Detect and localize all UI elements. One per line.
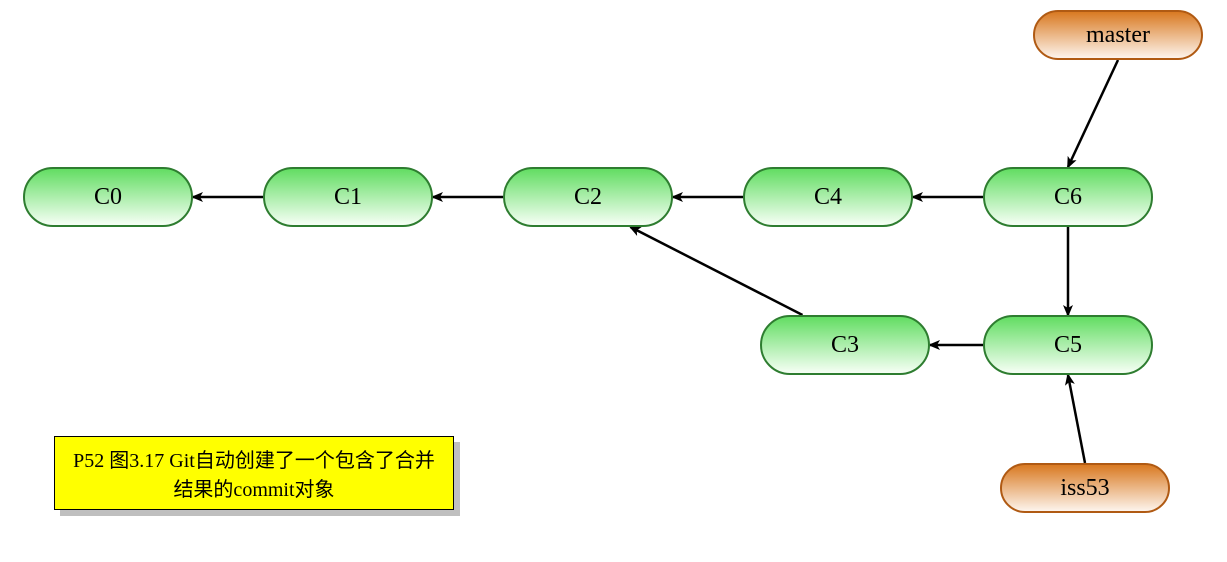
node-c1: C1	[263, 167, 433, 227]
node-master: master	[1033, 10, 1203, 60]
node-label: C1	[334, 184, 362, 211]
node-c3: C3	[760, 315, 930, 375]
node-label: C2	[574, 184, 602, 211]
node-label: C5	[1054, 332, 1082, 359]
node-label: iss53	[1060, 475, 1109, 502]
node-label: C6	[1054, 184, 1082, 211]
node-iss53: iss53	[1000, 463, 1170, 513]
node-c2: C2	[503, 167, 673, 227]
edge-iss53-c5	[1068, 375, 1085, 463]
node-label: C3	[831, 332, 859, 359]
node-label: C0	[94, 184, 122, 211]
node-c0: C0	[23, 167, 193, 227]
caption-box: P52 图3.17 Git自动创建了一个包含了合并结果的commit对象	[54, 436, 454, 510]
node-label: C4	[814, 184, 842, 211]
node-c4: C4	[743, 167, 913, 227]
node-c6: C6	[983, 167, 1153, 227]
caption-text: P52 图3.17 Git自动创建了一个包含了合并结果的commit对象	[65, 444, 443, 502]
node-c5: C5	[983, 315, 1153, 375]
diagram-canvas: C0 C1 C2 C4 C6 C3 C5 master iss53 P52 图3.17 Git自…	[0, 0, 1227, 562]
node-label: master	[1086, 22, 1150, 49]
edge-master-c6	[1068, 60, 1118, 167]
edge-c3-c2	[631, 227, 803, 315]
